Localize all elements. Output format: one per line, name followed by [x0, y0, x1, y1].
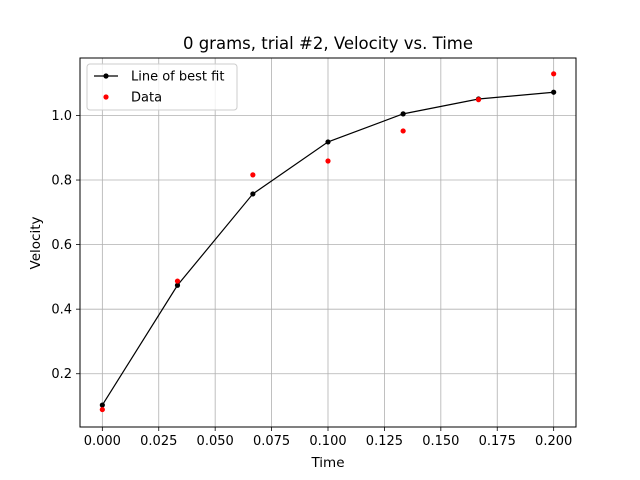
data-point: [551, 71, 557, 77]
data-point: [325, 158, 331, 164]
x-tick-label: 0.050: [197, 434, 234, 449]
best-fit-point: [400, 111, 406, 117]
x-axis: 0.000 0.025 0.050 0.075 0.100 0.125 0.150 0.175…: [84, 427, 572, 449]
legend-marker-swatch: [103, 94, 109, 100]
data-point: [250, 172, 256, 178]
y-axis: 0.2 0.4 0.6 0.8 1.0: [51, 109, 80, 382]
best-fit-point: [99, 402, 105, 408]
x-tick-label: 0.175: [479, 434, 516, 449]
best-fit-point: [551, 89, 557, 95]
data-point: [174, 278, 181, 284]
y-axis-label: Velocity: [28, 217, 44, 270]
x-tick-label: 0.200: [535, 434, 572, 449]
grid: [80, 58, 576, 427]
best-fit-point: [250, 191, 256, 197]
x-tick-label: 0.100: [309, 434, 346, 449]
legend-label: Data: [131, 91, 162, 106]
best-fit-point: [325, 139, 331, 145]
data-point: [475, 97, 482, 103]
y-tick-label: 0.2: [51, 367, 72, 382]
plot-area: [99, 71, 557, 413]
y-tick-label: 1.0: [51, 109, 72, 124]
x-tick-label: 0.075: [253, 434, 290, 449]
data-point: [400, 128, 406, 134]
data-point: [99, 406, 105, 413]
x-tick-label: 0.025: [140, 434, 177, 449]
x-tick-label: 0.125: [366, 434, 403, 449]
legend-label: Line of best fit: [131, 70, 224, 85]
legend-marker-swatch: [103, 73, 109, 79]
best-fit-point: [174, 282, 181, 288]
y-tick-label: 0.4: [51, 303, 72, 318]
y-tick-label: 0.6: [51, 238, 72, 253]
legend: Line of best fit Data: [86, 63, 238, 111]
y-tick-label: 0.8: [51, 174, 72, 189]
x-tick-label: 0.150: [422, 434, 459, 449]
x-tick-label: 0.000: [84, 434, 121, 449]
legend-box: [86, 63, 238, 111]
x-axis-label: Time: [310, 455, 344, 471]
chart-title: 0 grams, trial #2, Velocity vs. Time: [183, 34, 473, 53]
